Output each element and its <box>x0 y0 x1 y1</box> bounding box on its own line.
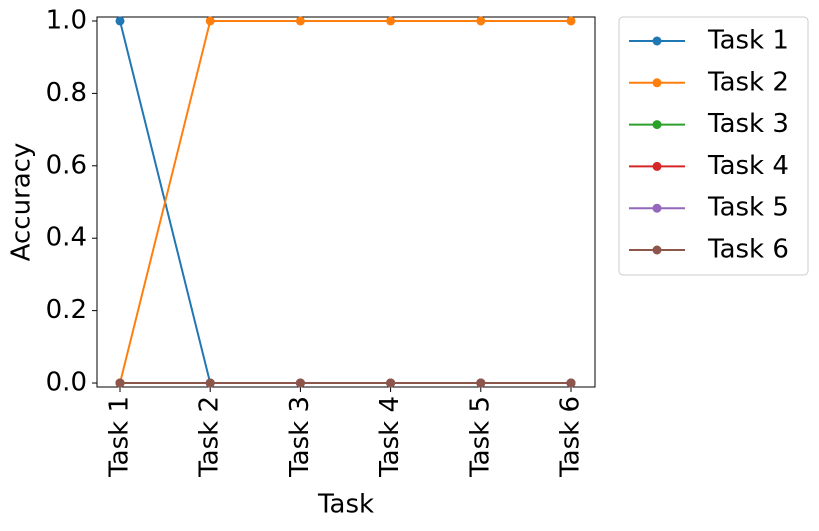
point <box>205 378 215 388</box>
legend-label: Task 2 <box>707 67 789 97</box>
legend-marker <box>652 36 662 46</box>
series-line <box>119 20 571 385</box>
legend-marker <box>652 245 662 255</box>
point <box>115 16 125 26</box>
x-tick-label: Task 2 <box>195 396 225 478</box>
point <box>566 378 576 388</box>
point <box>386 16 396 26</box>
y-tick-label: 0.6 <box>46 150 87 180</box>
y-tick-label: 0.2 <box>46 295 87 325</box>
legend-box <box>618 16 809 276</box>
y-tick-label: 0.8 <box>46 78 87 108</box>
legend-label: Task 5 <box>707 193 789 223</box>
x-tick-label: Task 4 <box>375 396 405 478</box>
legend-marker <box>652 120 662 130</box>
legend-marker <box>652 161 662 171</box>
point <box>295 16 305 26</box>
x-tick-label: Task 3 <box>285 396 315 478</box>
point <box>476 16 486 26</box>
y-tick-label: 0.4 <box>46 223 87 253</box>
legend-label: Task 4 <box>707 151 789 181</box>
legend-marker <box>652 203 662 213</box>
x-tick-label: Task 5 <box>465 396 495 478</box>
point <box>205 16 215 26</box>
point <box>295 378 305 388</box>
point <box>566 16 576 26</box>
x-tick-label: Task 1 <box>105 396 135 478</box>
x-tick-label: Task 6 <box>556 396 586 478</box>
legend-marker <box>652 78 662 88</box>
y-tick-label: 0.0 <box>46 368 87 398</box>
y-axis-label: Accuracy <box>7 143 37 262</box>
point <box>115 378 125 388</box>
legend-label: Task 6 <box>707 235 789 265</box>
legend-label: Task 1 <box>707 26 789 56</box>
point <box>476 378 486 388</box>
point <box>386 378 396 388</box>
series-line <box>119 19 571 384</box>
y-tick-label: 1.0 <box>46 5 87 35</box>
plot-frame <box>96 16 596 388</box>
legend-label: Task 3 <box>707 109 789 139</box>
x-axis-label: Task <box>317 490 374 520</box>
